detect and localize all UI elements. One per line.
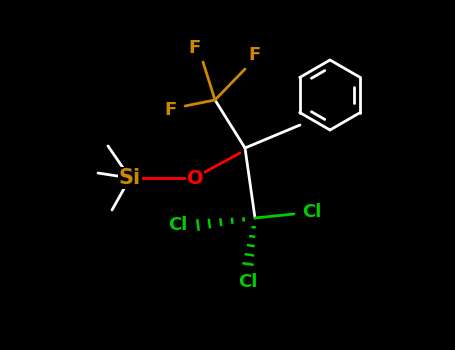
Text: O: O — [187, 168, 203, 188]
Text: F: F — [164, 101, 176, 119]
Text: Si: Si — [119, 168, 141, 188]
Text: Cl: Cl — [168, 216, 187, 234]
Text: Cl: Cl — [238, 273, 258, 291]
Text: Cl: Cl — [302, 203, 322, 221]
Text: F: F — [249, 46, 261, 64]
Text: F: F — [189, 39, 201, 57]
